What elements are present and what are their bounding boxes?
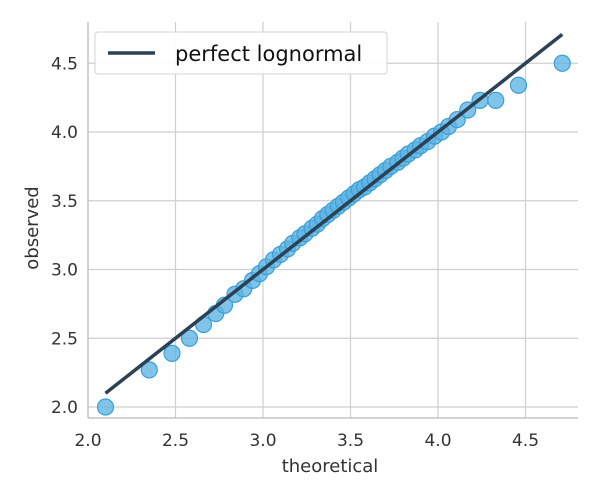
y-tick-label: 2.5: [51, 329, 78, 349]
y-axis-title: observed: [22, 186, 43, 269]
data-point: [163, 344, 181, 362]
y-tick-label: 2.0: [51, 398, 78, 418]
data-point: [180, 329, 199, 347]
legend: perfect lognormal: [94, 31, 388, 75]
y-tick-label: 4.0: [51, 123, 78, 143]
y-tick-label: 3.0: [51, 261, 78, 281]
tick-labels: 2.0 2.5 3.0 3.5 4.0 4.5 2.0 2.5 3.0 3.5 4.0 4.5: [51, 54, 539, 451]
perfect-lognormal-line: [104, 32, 564, 395]
x-tick-label: 3.0: [249, 431, 276, 451]
legend-label: perfect lognormal: [175, 42, 362, 66]
x-tick-label: 3.5: [337, 431, 364, 451]
axes: [87, 22, 578, 419]
data-point: [487, 91, 505, 109]
data-point: [509, 76, 528, 94]
x-tick-label: 4.0: [424, 431, 451, 451]
x-tick-label: 2.5: [162, 431, 189, 451]
reference-line-group: [104, 32, 564, 395]
x-axis-title: theoretical: [282, 456, 379, 477]
x-tick-label: 2.0: [74, 431, 101, 451]
scatter-points: [96, 54, 571, 416]
x-tick-label: 4.5: [512, 431, 539, 451]
y-tick-label: 4.5: [51, 54, 78, 74]
data-point: [140, 361, 158, 379]
legend-box: [94, 31, 388, 75]
y-tick-label: 3.5: [51, 192, 78, 212]
data-point: [553, 54, 571, 72]
data-point: [96, 398, 115, 416]
